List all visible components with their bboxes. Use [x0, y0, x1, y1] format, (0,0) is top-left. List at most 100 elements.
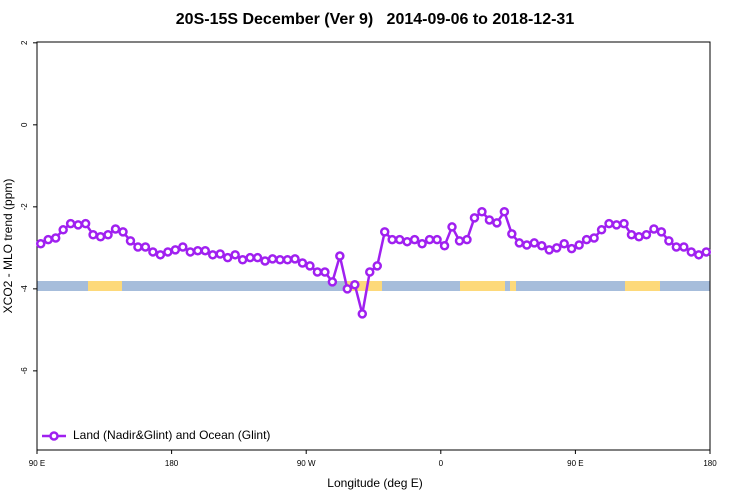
- point: [275, 254, 285, 265]
- point: [701, 247, 712, 257]
- point: [634, 232, 644, 242]
- point: [170, 245, 181, 255]
- point: [260, 256, 270, 266]
- point: [342, 284, 353, 294]
- point: [454, 236, 465, 246]
- point: [559, 238, 569, 249]
- point: [581, 234, 592, 245]
- point: [694, 250, 704, 260]
- point: [664, 236, 674, 246]
- x-axis-label: Longitude (deg E): [327, 476, 422, 490]
- point: [58, 225, 68, 235]
- point: [148, 247, 158, 257]
- point: [125, 236, 136, 246]
- point: [387, 234, 397, 245]
- land-strip: [345, 281, 382, 291]
- point: [133, 242, 143, 252]
- point: [484, 215, 495, 225]
- point: [596, 225, 607, 235]
- point: [522, 240, 532, 250]
- point: [499, 207, 510, 217]
- point: [679, 242, 689, 252]
- point: [641, 229, 652, 240]
- y-tick-label: -2: [20, 203, 29, 211]
- legend-marker: [49, 431, 59, 441]
- point: [35, 238, 46, 249]
- point: [80, 218, 91, 229]
- point: [282, 254, 293, 265]
- point: [604, 218, 614, 229]
- point: [193, 245, 203, 256]
- x-tick-label: 180: [165, 459, 179, 468]
- point: [656, 227, 667, 237]
- point: [357, 309, 368, 319]
- point: [544, 245, 554, 255]
- point: [507, 229, 517, 239]
- point: [409, 234, 420, 245]
- legend-label: Land (Nadir&Glint) and Ocean (Glint): [73, 428, 270, 442]
- point: [207, 250, 218, 260]
- point: [200, 245, 210, 256]
- point: [215, 249, 225, 259]
- point: [619, 218, 629, 229]
- y-axis-label: XCO2 - MLO trend (ppm): [1, 179, 15, 314]
- land-strip: [460, 281, 505, 291]
- land-strip: [510, 281, 516, 291]
- point: [589, 233, 599, 243]
- point: [514, 238, 525, 248]
- point: [566, 243, 577, 254]
- point: [492, 218, 502, 228]
- point: [327, 277, 338, 287]
- land-strip: [625, 281, 660, 291]
- point: [462, 234, 472, 245]
- point: [477, 207, 487, 217]
- point: [469, 213, 480, 223]
- point: [649, 224, 659, 234]
- point: [312, 267, 323, 277]
- x-tick-label: 180: [703, 459, 717, 468]
- point: [110, 224, 121, 234]
- point: [447, 222, 457, 232]
- point: [118, 227, 128, 237]
- point: [417, 238, 427, 249]
- point: [252, 252, 263, 263]
- point: [402, 236, 412, 247]
- point: [305, 261, 315, 271]
- point: [432, 234, 442, 245]
- point: [140, 242, 151, 252]
- point: [88, 229, 98, 240]
- point: [73, 220, 83, 230]
- point: [611, 220, 622, 230]
- point: [671, 242, 682, 252]
- point: [178, 242, 188, 252]
- point: [574, 240, 584, 250]
- point: [439, 241, 450, 251]
- point: [237, 254, 248, 265]
- point: [394, 234, 405, 245]
- point: [103, 229, 113, 240]
- y-tick-label: -4: [20, 285, 29, 293]
- point: [50, 233, 61, 243]
- point: [424, 234, 435, 245]
- point: [43, 234, 53, 245]
- point: [297, 258, 308, 268]
- point: [686, 247, 697, 257]
- y-tick-label: -6: [20, 367, 29, 375]
- land-strip: [88, 281, 122, 291]
- point: [335, 251, 345, 261]
- y-tick-label: 0: [20, 122, 29, 127]
- y-tick-label: 2: [20, 40, 29, 45]
- point: [163, 247, 173, 257]
- point: [267, 254, 278, 264]
- x-tick-label: 90 E: [567, 459, 583, 468]
- point: [551, 243, 562, 253]
- chart-title: 20S-15S December (Ver 9) 2014-09-06 to 2…: [176, 11, 575, 28]
- point: [290, 254, 300, 264]
- point: [185, 247, 196, 257]
- x-tick-label: 0: [439, 459, 444, 468]
- x-tick-label: 90 W: [297, 459, 316, 468]
- point: [529, 238, 540, 248]
- point: [155, 250, 166, 260]
- point: [245, 252, 255, 263]
